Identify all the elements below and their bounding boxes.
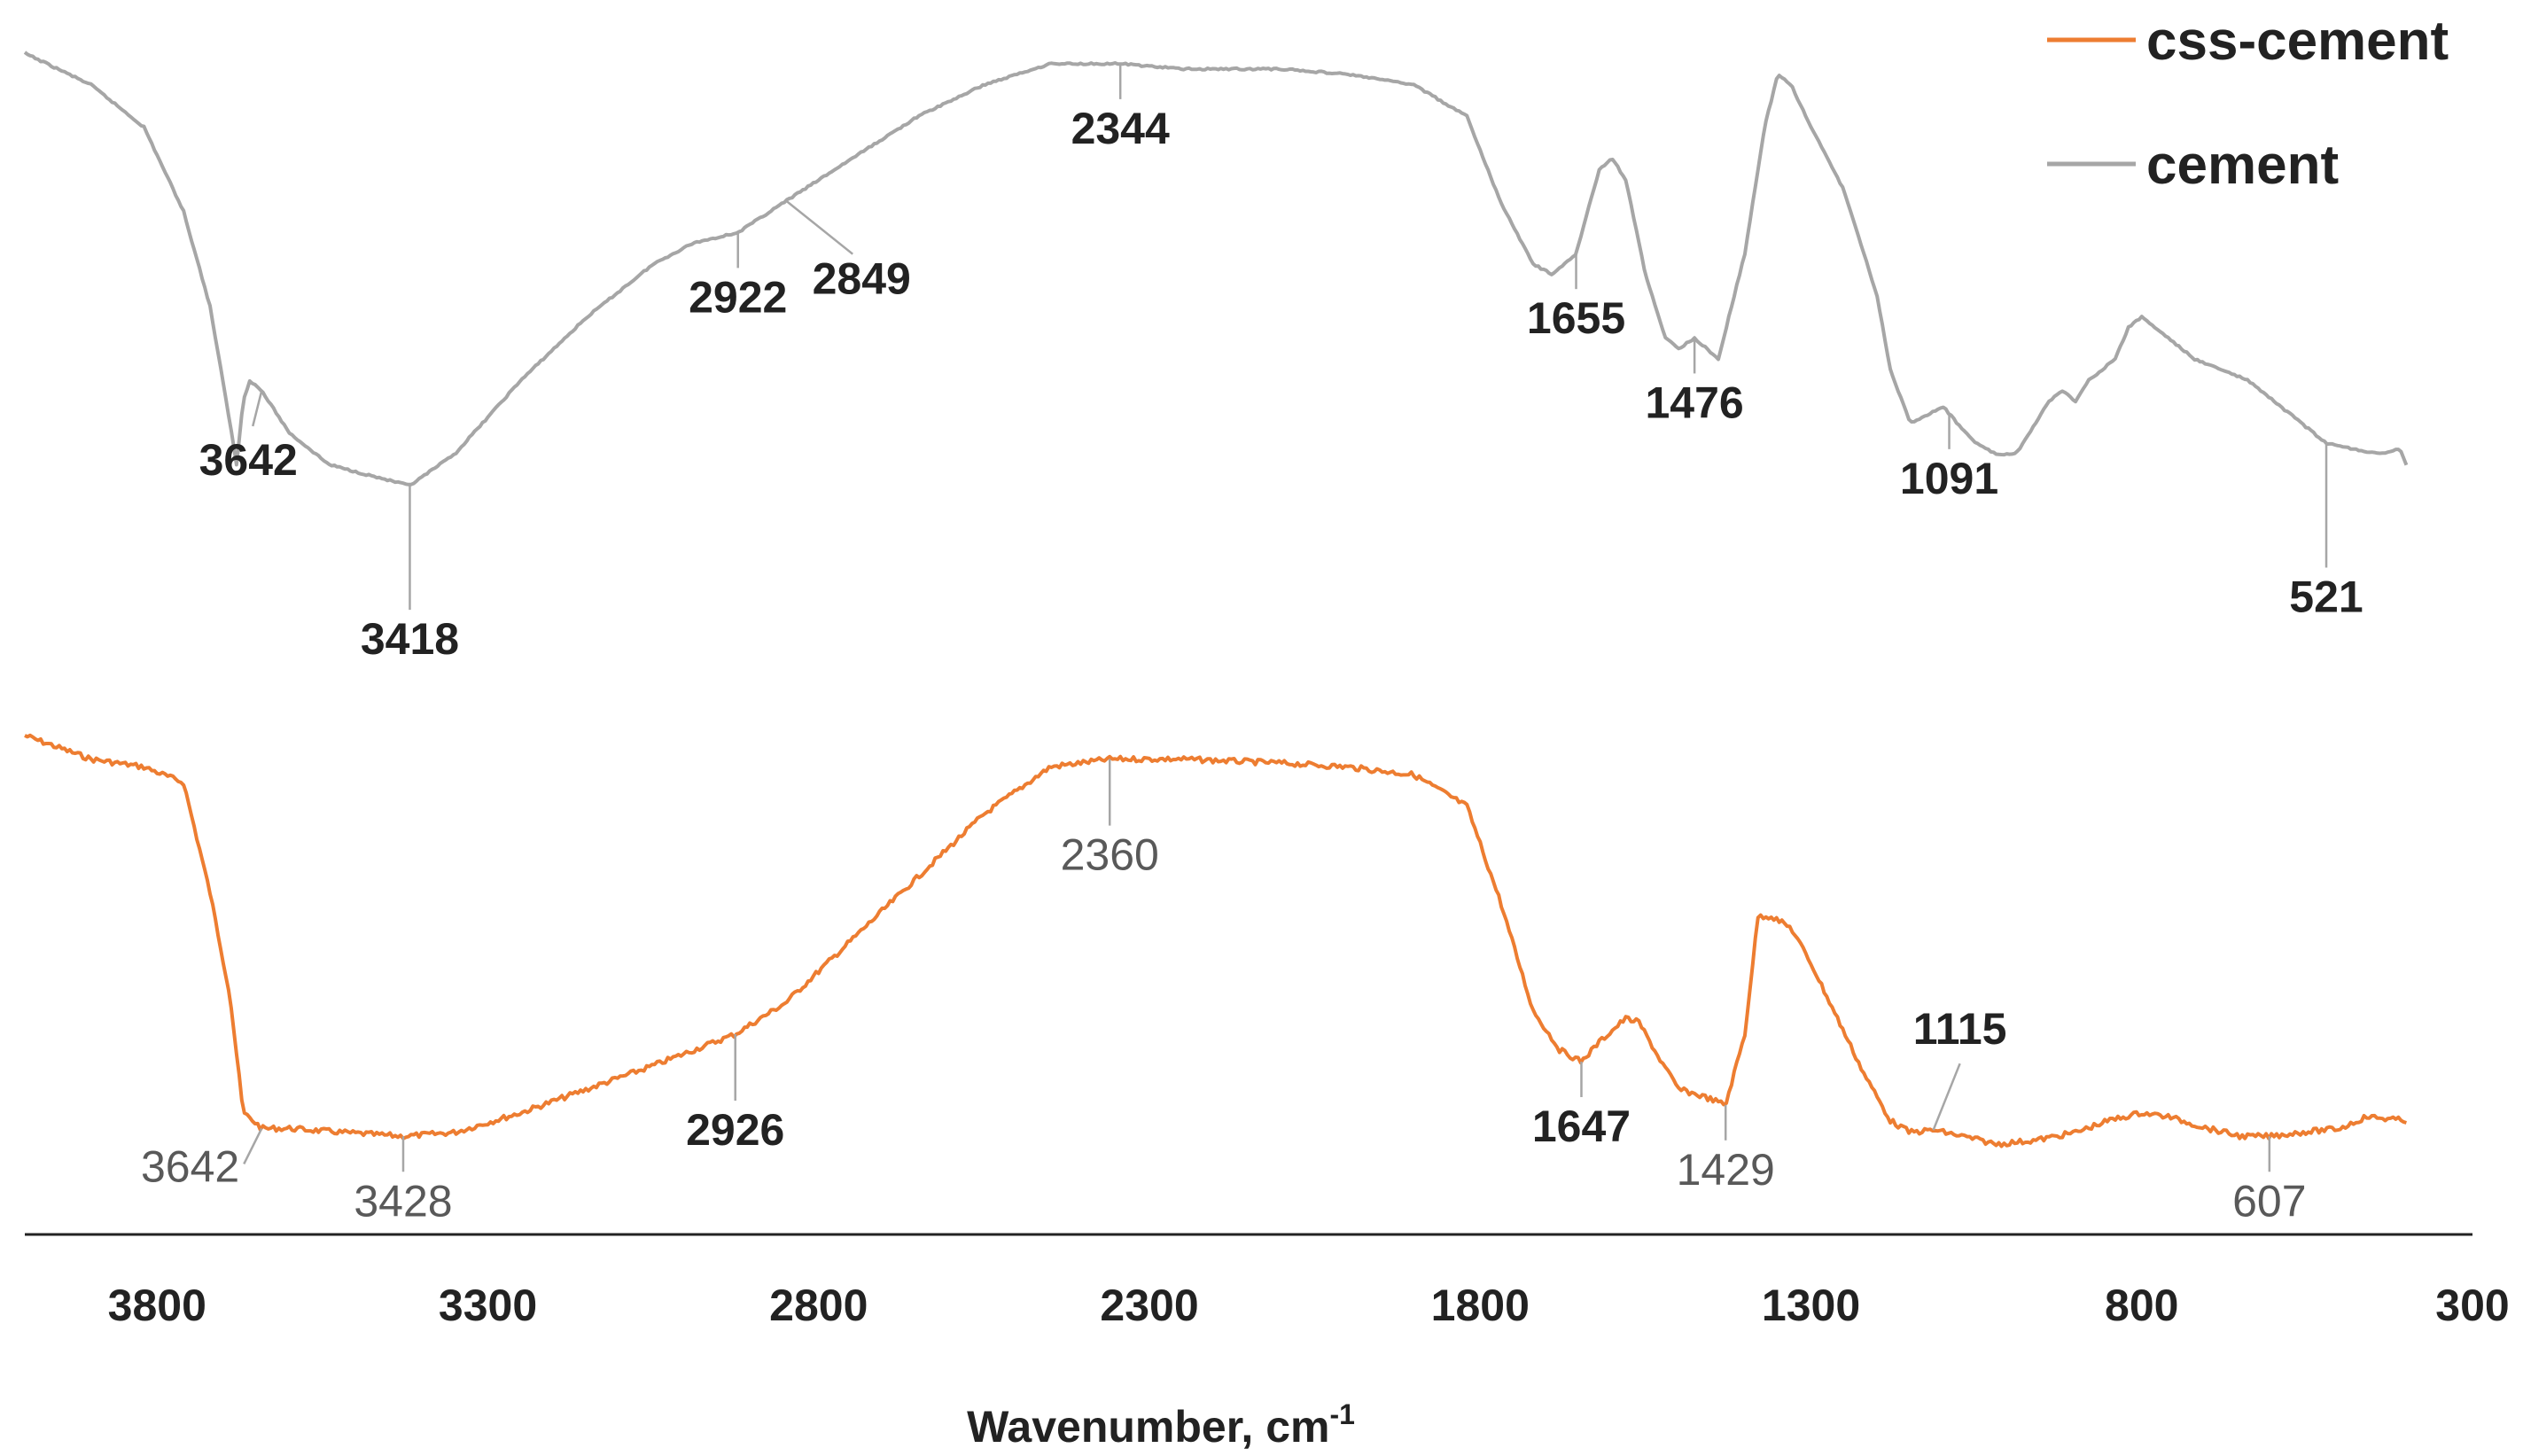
peak-leader-1115: [1932, 1063, 1961, 1131]
peak-annotations: 3642 3418 2922 2849 2344 1655 1476 1091 521 3642 3…: [141, 63, 2363, 1226]
peak-label-1429: 1429: [1677, 1145, 1775, 1195]
x-axis-title: Wavenumber, cm-1: [967, 1398, 1355, 1452]
peak-label-3428: 3428: [354, 1176, 452, 1226]
peak-label-1655: 1655: [1527, 293, 1625, 343]
series-line-css-cement: [24, 733, 2407, 1148]
peak-label-1647: 1647: [1532, 1102, 1631, 1151]
peak-leader-3642: [243, 1127, 263, 1164]
peak-label-3642: 3642: [141, 1141, 239, 1191]
series-line-cement: [23, 51, 2409, 487]
peak-label-2360: 2360: [1061, 830, 1159, 880]
x-tick-label-3300: 3300: [439, 1281, 537, 1330]
x-tick-label-300: 300: [2435, 1281, 2509, 1330]
peak-label-1091: 1091: [1900, 454, 1998, 503]
peak-label-1115: 1115: [1913, 1004, 2007, 1054]
legend: css-cement cement: [2047, 11, 2449, 196]
peak-label-2849: 2849: [813, 254, 911, 304]
peak-label-607: 607: [2232, 1176, 2306, 1226]
peak-label-2922: 2922: [689, 272, 787, 322]
x-tick-label-1800: 1800: [1431, 1281, 1530, 1330]
peak-label-1476: 1476: [1646, 378, 1744, 427]
x-tick-label-2300: 2300: [1100, 1281, 1198, 1330]
peak-leader-3642: [252, 390, 263, 427]
x-tick-label-2800: 2800: [769, 1281, 868, 1330]
peak-label-521: 521: [2289, 572, 2363, 621]
x-tick-label-800: 800: [2105, 1281, 2178, 1330]
peak-label-3418: 3418: [361, 614, 459, 664]
x-tick-label-3800: 3800: [108, 1281, 206, 1330]
legend-label-css-cement: css-cement: [2146, 11, 2449, 72]
peak-label-2926: 2926: [686, 1105, 784, 1155]
peak-leader-2849: [785, 199, 853, 255]
series-layer: [23, 51, 2409, 1148]
legend-label-cement: cement: [2146, 135, 2339, 196]
x-tick-labels: 3800 3300 2800 2300 1800 1300 800 300: [108, 1281, 2510, 1330]
peak-label-3642: 3642: [199, 435, 298, 485]
peak-label-2344: 2344: [1071, 104, 1170, 153]
x-tick-label-1300: 1300: [1762, 1281, 1860, 1330]
